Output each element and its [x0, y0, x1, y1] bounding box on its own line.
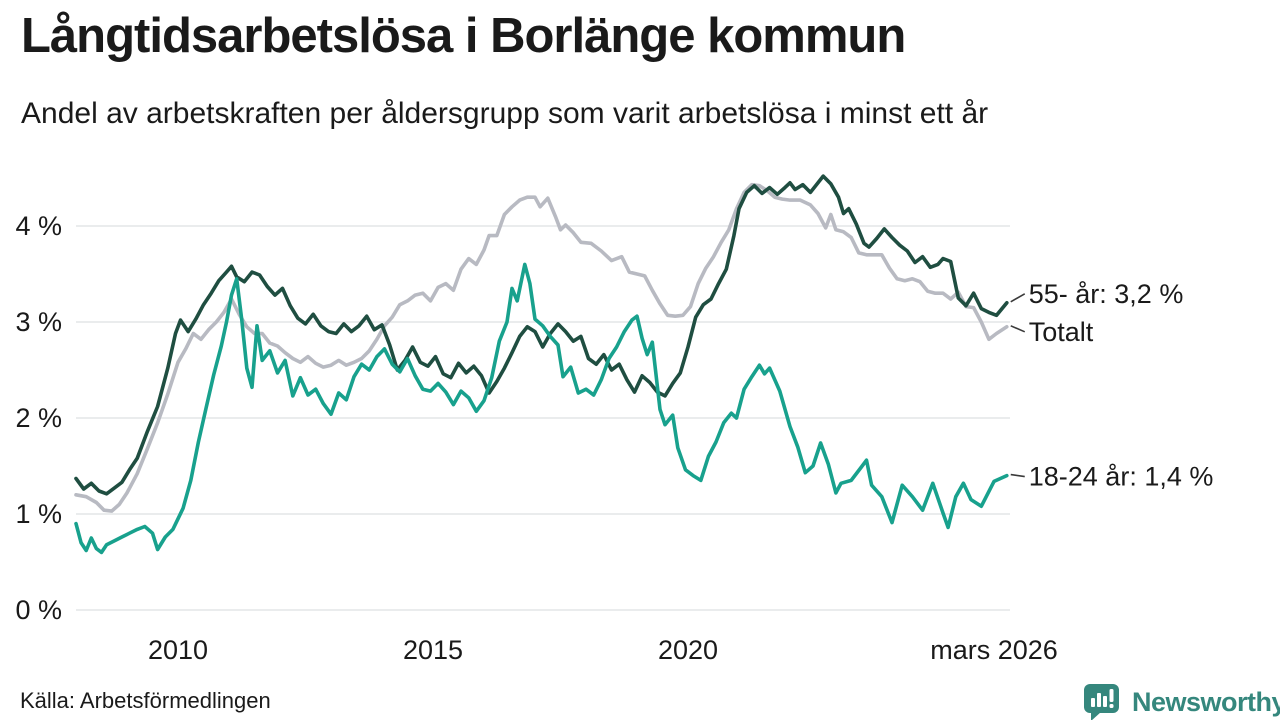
page-subtitle: Andel av arbetskraften per åldersgrupp s… — [21, 97, 989, 130]
newsworthy-logo: Newsworthy — [1083, 682, 1280, 720]
x-axis-tick-2026: mars 2026 — [930, 635, 1058, 665]
series-end-label-18-24: 18-24 år: 1,4 % — [1029, 462, 1214, 492]
y-axis-tick-4: 4 % — [15, 211, 62, 241]
series-line-18-24 — [74, 262, 1009, 555]
x-axis-tick-2010: 2010 — [148, 635, 208, 665]
series-line-55 — [74, 174, 1009, 496]
series-end-label-total: Totalt — [1029, 317, 1094, 347]
label-connector-18-24 — [1010, 473, 1025, 478]
newsworthy-logo-text: Newsworthy — [1132, 686, 1280, 717]
y-axis-tick-3: 3 % — [15, 307, 62, 337]
x-axis-tick-2015: 2015 — [403, 635, 463, 665]
y-axis-tick-0: 0 % — [15, 595, 62, 625]
newsworthy-logo-icon — [1084, 684, 1119, 720]
series-end-label-55: 55- år: 3,2 % — [1029, 279, 1184, 309]
label-connector-55 — [1010, 293, 1026, 303]
series-line-total — [74, 182, 1009, 513]
y-axis-tick-2: 2 % — [15, 403, 62, 433]
page-title: Långtidsarbetslösa i Borlänge kommun — [21, 9, 906, 63]
x-axis-tick-2020: 2020 — [658, 635, 718, 665]
label-connector-total — [1010, 325, 1026, 333]
y-axis-tick-1: 1 % — [15, 499, 62, 529]
source-note: Källa: Arbetsförmedlingen — [20, 688, 271, 713]
